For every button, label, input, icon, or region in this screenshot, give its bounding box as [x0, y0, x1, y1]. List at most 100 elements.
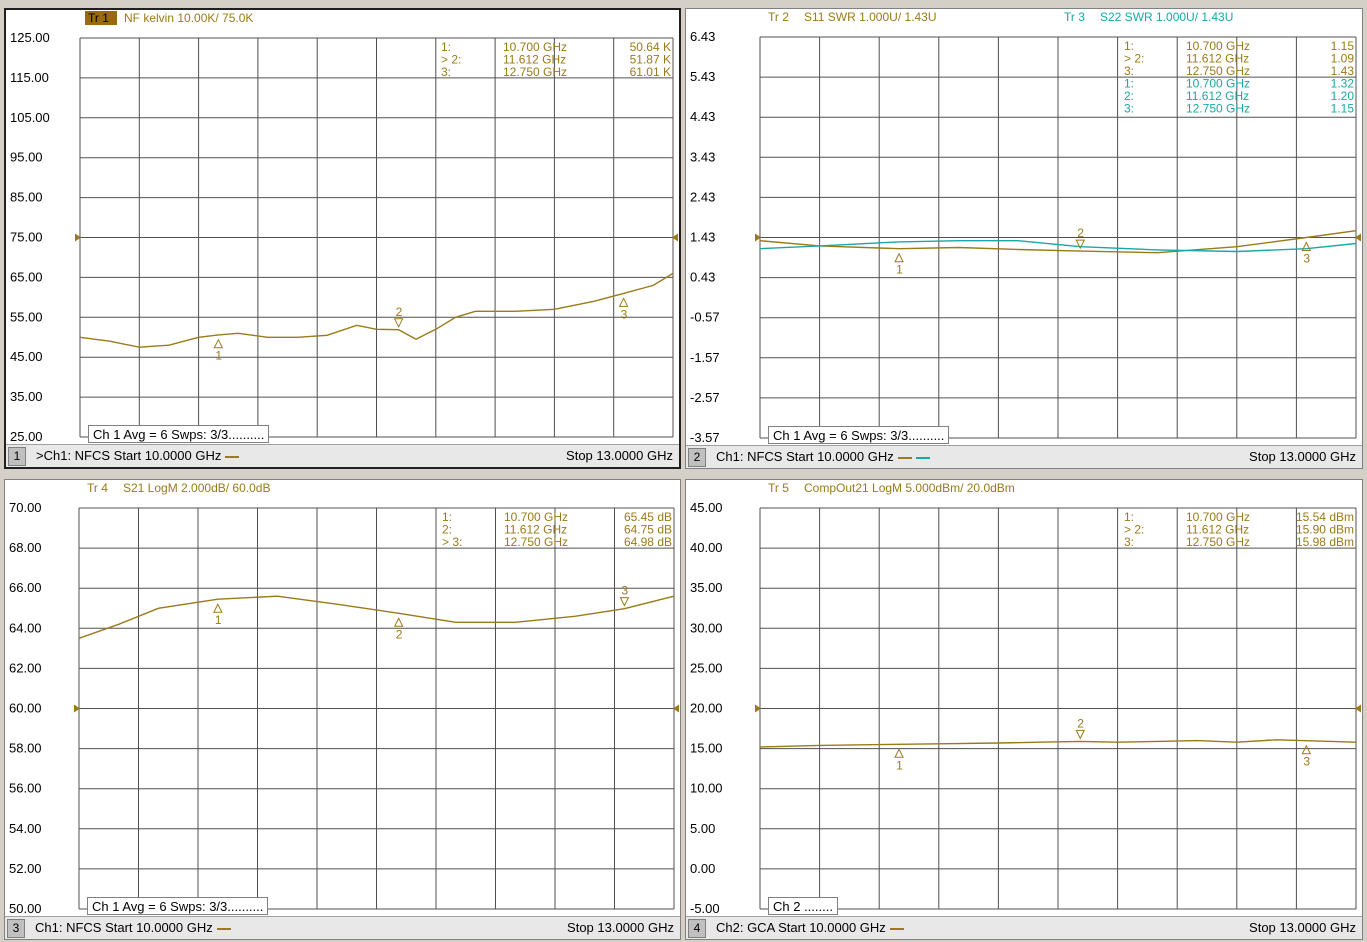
marker-2[interactable]: 2	[393, 305, 404, 328]
marker-id: 1:	[441, 40, 451, 54]
marker-2[interactable]: 2	[1075, 226, 1086, 250]
trace-title-1[interactable]: Tr 4 S21 LogM 2.000dB/ 60.0dB	[87, 481, 270, 495]
y-tick-label: 20.00	[690, 701, 723, 716]
grid	[759, 36, 1357, 439]
marker-triangle	[1301, 241, 1312, 251]
marker-frequency: 12.750 GHz	[503, 65, 567, 79]
marker-value: 1.09	[1331, 52, 1355, 66]
marker-triangle	[1075, 239, 1086, 250]
y-tick-label: 0.43	[690, 270, 715, 285]
y-tick-label: 4.43	[690, 109, 715, 124]
marker-1[interactable]: 1	[894, 252, 904, 277]
marker-triangle	[213, 603, 223, 613]
marker-2[interactable]: 2	[393, 617, 404, 641]
window-number[interactable]: 1	[8, 447, 26, 466]
marker-1[interactable]: 1	[213, 603, 223, 627]
marker-id: > 2:	[1124, 52, 1144, 66]
chart-pane-1[interactable]: 125.00 115.00 105.00 95.00 85.00 75.00 65.00 55…	[4, 8, 681, 469]
marker-label: 1	[896, 263, 903, 277]
chart-pane-3[interactable]: 70.00 68.00 66.00 64.00 62.00 60.00 58.00 56.00…	[4, 479, 681, 940]
marker-triangle	[619, 597, 630, 607]
stop-frequency-label: Stop 13.0000 GHz	[1249, 920, 1356, 935]
marker-label: 3	[1303, 755, 1310, 769]
marker-1[interactable]: 1	[213, 338, 224, 363]
y-tick-label: 15.00	[690, 741, 723, 756]
y-tick-label: 52.00	[9, 861, 42, 876]
y-tick-label: 75.00	[10, 230, 43, 245]
marker-3[interactable]: 3	[619, 584, 630, 607]
trace-tag: Tr 2	[768, 10, 789, 24]
y-tick-label: 56.00	[9, 781, 42, 796]
y-tick-label: 25.00	[10, 429, 43, 444]
marker-value: 64.98 dB	[624, 535, 672, 549]
trace-title-2[interactable]: Tr 3 S22 SWR 1.000U/ 1.43U	[1064, 10, 1233, 24]
chart-pane-4[interactable]: 45.00 40.00 35.00 30.00 25.00 20.00 15.00 10.00…	[685, 479, 1363, 940]
ref-arrow-right	[673, 704, 679, 713]
chart-pane-2[interactable]: 6.43 5.43 4.43 3.43 2.43 1.43 0.43 -0.57 -1.57 -2…	[685, 8, 1363, 469]
marker-readout-row: 3: 12.750 GHz 61.01 K	[441, 65, 671, 79]
channel-footer: 3 Ch1: NFCS Start 10.0000 GHz Stop 13.0000…	[5, 916, 680, 939]
trace-line-1	[78, 595, 675, 639]
channel-start-label: Ch1: NFCS Start 10.0000 GHz	[716, 449, 930, 464]
marker-frequency: 12.750 GHz	[504, 535, 568, 549]
window-number[interactable]: 4	[688, 919, 706, 938]
y-tick-label: 64.00	[9, 620, 42, 635]
marker-id: 1:	[1124, 510, 1134, 524]
stop-frequency-label: Stop 13.0000 GHz	[566, 448, 673, 463]
channel-start-label: Ch1: NFCS Start 10.0000 GHz	[35, 920, 231, 935]
chart-svg: 125.00115.00105.0095.0085.0075.0065.0055…	[10, 11, 678, 444]
trace-description: S21 LogM 2.000dB/ 60.0dB	[123, 481, 270, 495]
window-number[interactable]: 3	[7, 919, 25, 938]
averaging-status: Ch 1 Avg = 6 Swps: 3/3..........	[88, 425, 270, 443]
marker-readout-row: 3: 12.750 GHz 1.43	[1124, 64, 1354, 78]
trace-title-1[interactable]: Tr 1 NF kelvin 10.00K/ 75.0K	[85, 11, 253, 25]
y-tick-label: 25.00	[690, 660, 723, 675]
marker-frequency: 12.750 GHz	[1186, 535, 1250, 549]
marker-3[interactable]: 3	[618, 297, 629, 321]
trace-title-1[interactable]: Tr 5 CompOut21 LogM 5.000dBm/ 20.0dBm	[768, 481, 1015, 495]
marker-readout-row: 3: 12.750 GHz 15.98 dBm	[1124, 535, 1354, 549]
trace-tag: Tr 5	[768, 481, 789, 495]
marker-id: 3:	[1124, 535, 1134, 549]
marker-3[interactable]: 3	[1301, 744, 1312, 769]
marker-readout-row: 3: 12.750 GHz 1.15	[1124, 102, 1354, 116]
y-tick-label: 1.43	[690, 230, 715, 245]
marker-frequency: 10.700 GHz	[1186, 77, 1250, 91]
y-tick-label: 68.00	[9, 540, 42, 555]
marker-id: 3:	[441, 65, 451, 79]
marker-value: 15.90 dBm	[1296, 523, 1354, 537]
y-tick-label: 3.43	[690, 149, 715, 164]
trace-line-1	[759, 739, 1357, 748]
y-tick-label: 40.00	[690, 540, 723, 555]
ref-arrow-left	[755, 233, 761, 242]
trace-swatch	[897, 456, 912, 459]
marker-3[interactable]: 3	[1301, 241, 1312, 266]
marker-frequency: 10.700 GHz	[503, 40, 567, 54]
y-tick-label: 65.00	[10, 269, 43, 284]
marker-label: 1	[215, 613, 222, 627]
averaging-status: Ch 1 Avg = 6 Swps: 3/3..........	[87, 897, 269, 915]
marker-triangle	[393, 318, 404, 328]
marker-label: 3	[621, 307, 628, 321]
y-tick-label: 45.00	[10, 349, 43, 364]
grid	[759, 507, 1357, 910]
y-tick-label: -0.57	[690, 310, 720, 325]
marker-label: 1	[215, 349, 222, 363]
trace-title-1[interactable]: Tr 2 S11 SWR 1.000U/ 1.43U	[768, 10, 937, 24]
marker-value: 64.75 dB	[624, 523, 672, 537]
averaging-status: Ch 1 Avg = 6 Swps: 3/3..........	[768, 426, 950, 444]
trace-swatch	[889, 927, 904, 930]
marker-frequency: 11.612 GHz	[1186, 89, 1249, 103]
ref-arrow-right	[672, 233, 678, 242]
marker-id: > 3:	[442, 535, 462, 549]
ref-arrow-left	[75, 233, 81, 242]
window-number[interactable]: 2	[688, 448, 706, 467]
marker-id: 3:	[1124, 64, 1134, 78]
chart-svg: 6.43 5.43 4.43 3.43 2.43 1.43 0.43 -0.57 -1.57 -2…	[690, 10, 1361, 445]
y-tick-label: 35.00	[10, 389, 43, 404]
marker-2[interactable]: 2	[1075, 716, 1086, 740]
marker-1[interactable]: 1	[894, 748, 904, 772]
marker-frequency: 11.612 GHz	[503, 53, 566, 67]
y-tick-label: 105.00	[10, 110, 50, 125]
y-tick-label: 125.00	[10, 30, 50, 45]
